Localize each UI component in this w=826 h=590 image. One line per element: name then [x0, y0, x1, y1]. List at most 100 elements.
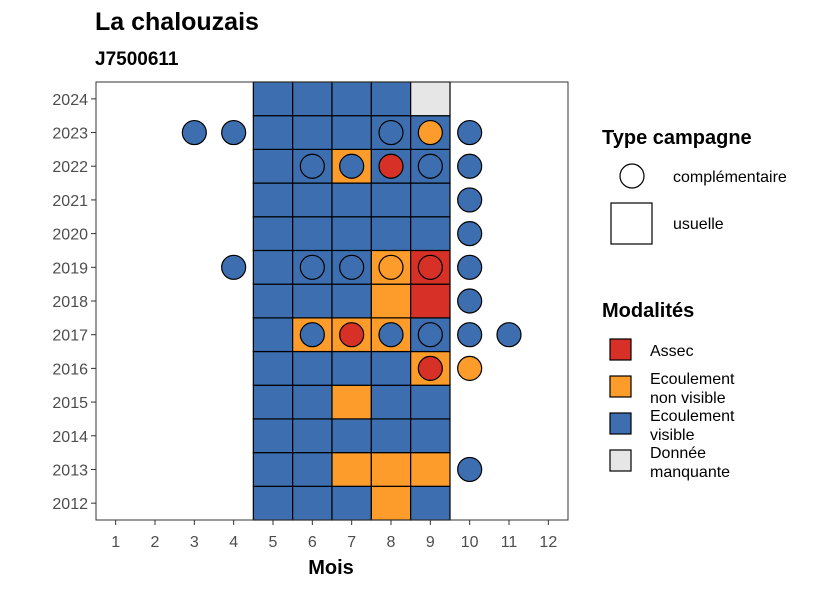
point-2023-4 — [221, 119, 247, 146]
point-2017-9 — [417, 322, 443, 348]
y-tick-label: 2012 — [52, 496, 88, 513]
legend-type-item-complementaire: complémentaire — [673, 169, 787, 186]
cell-2023-5 — [252, 115, 294, 150]
cell-2021-7 — [331, 182, 372, 218]
y-tick-label: 2018 — [52, 294, 88, 311]
cell-2012-6 — [292, 485, 333, 521]
cell-2021-6 — [292, 182, 333, 218]
cell-2015-6 — [292, 384, 333, 420]
cell-2012-7 — [331, 485, 372, 521]
cell-2023-7 — [331, 115, 372, 150]
legend-swatch-O — [609, 375, 632, 398]
point-2017-10 — [457, 322, 483, 348]
cell-2013-7 — [331, 452, 372, 487]
cell-2024-5 — [252, 81, 294, 117]
x-tick-label: 1 — [111, 534, 120, 551]
cell-2020-6 — [292, 216, 333, 252]
point-2020-10 — [457, 221, 483, 247]
point-2018-10 — [457, 288, 483, 314]
chart-subtitle: J7500611 — [95, 49, 179, 70]
cell-2012-5 — [252, 485, 294, 521]
cell-2024-9 — [410, 81, 451, 117]
point-2016-9 — [417, 355, 443, 381]
cell-2013-5 — [252, 452, 294, 487]
cell-2013-9 — [410, 452, 451, 487]
x-tick-label: 11 — [501, 534, 518, 551]
legend-swatch-A — [609, 338, 632, 361]
x-tick-label: 6 — [308, 534, 317, 551]
point-2013-10 — [457, 456, 483, 483]
legend-type-item-usuelle: usuelle — [673, 216, 724, 233]
cell-2023-6 — [292, 115, 333, 150]
cell-2020-9 — [410, 216, 451, 252]
y-tick-label: 2016 — [52, 361, 88, 378]
y-tick-label: 2015 — [52, 395, 88, 412]
legend-modalites-label: Assec — [650, 343, 694, 360]
cell-2014-9 — [410, 418, 451, 454]
y-tick-label: 2023 — [52, 126, 88, 143]
cell-2020-7 — [331, 216, 372, 252]
cell-2014-7 — [331, 418, 372, 454]
cell-2018-8 — [370, 283, 412, 319]
cell-2024-7 — [331, 81, 372, 117]
point-2022-6 — [299, 153, 325, 179]
legend-type-campagne: Type campagne complémentaire usuelle — [602, 127, 787, 245]
cell-2021-9 — [410, 182, 451, 218]
legend-swatch-G — [609, 449, 632, 472]
cell-2021-8 — [370, 182, 412, 218]
cell-2014-5 — [252, 418, 294, 454]
cell-2018-5 — [252, 283, 294, 319]
complementaire-points — [181, 119, 522, 483]
cell-2016-6 — [292, 350, 333, 386]
cell-2020-5 — [252, 216, 294, 252]
point-2023-8 — [378, 119, 404, 146]
cell-2019-5 — [252, 249, 294, 285]
cell-2013-8 — [370, 452, 412, 487]
y-tick-label: 2024 — [52, 92, 88, 109]
cell-2015-7 — [331, 384, 372, 420]
x-tick-label: 10 — [461, 534, 479, 551]
cell-2024-8 — [370, 81, 412, 117]
point-2023-9 — [417, 119, 443, 146]
cell-2014-8 — [370, 418, 412, 454]
point-2019-6 — [299, 254, 325, 280]
x-tick-label: 12 — [539, 534, 557, 551]
x-axis: 1 2 3 4 5 6 7 8 9 10 11 12 — [111, 520, 557, 551]
point-2019-9 — [417, 254, 443, 280]
cell-2018-7 — [331, 283, 372, 319]
legend-type-title: Type campagne — [602, 127, 752, 149]
point-2017-7 — [339, 322, 365, 348]
cell-2016-8 — [370, 350, 412, 386]
x-tick-label: 2 — [151, 534, 160, 551]
legend-modalites-label: Donnée — [650, 445, 706, 462]
cell-2022-5 — [252, 148, 294, 184]
y-axis: 2012 2013 2014 2015 2016 2017 2018 2019 2020 2021… — [52, 92, 96, 513]
y-tick-label: 2017 — [52, 328, 88, 345]
cell-2016-5 — [252, 350, 294, 386]
x-tick-label: 5 — [269, 534, 278, 551]
point-2023-3 — [181, 119, 207, 146]
x-tick-label: 9 — [426, 534, 435, 551]
chart-title: La chalouzais — [95, 8, 259, 36]
x-tick-label: 4 — [229, 534, 238, 551]
cell-2024-6 — [292, 81, 333, 117]
cell-2015-9 — [410, 384, 451, 420]
cell-2018-9 — [410, 283, 451, 319]
legend-square-symbol — [610, 202, 653, 245]
cell-2021-5 — [252, 182, 294, 218]
y-tick-label: 2020 — [52, 227, 88, 244]
x-tick-label: 7 — [347, 534, 356, 551]
cell-2016-7 — [331, 350, 372, 386]
point-2023-10 — [457, 119, 483, 146]
x-tick-label: 8 — [387, 534, 396, 551]
point-2021-10 — [457, 187, 483, 213]
y-tick-label: 2013 — [52, 462, 88, 479]
point-2016-10 — [457, 355, 483, 381]
legend-modalites-label: non visible — [650, 390, 726, 407]
point-2019-4 — [221, 254, 247, 280]
y-tick-label: 2022 — [52, 159, 88, 176]
y-tick-label: 2021 — [52, 193, 88, 210]
point-2022-7 — [339, 153, 365, 179]
